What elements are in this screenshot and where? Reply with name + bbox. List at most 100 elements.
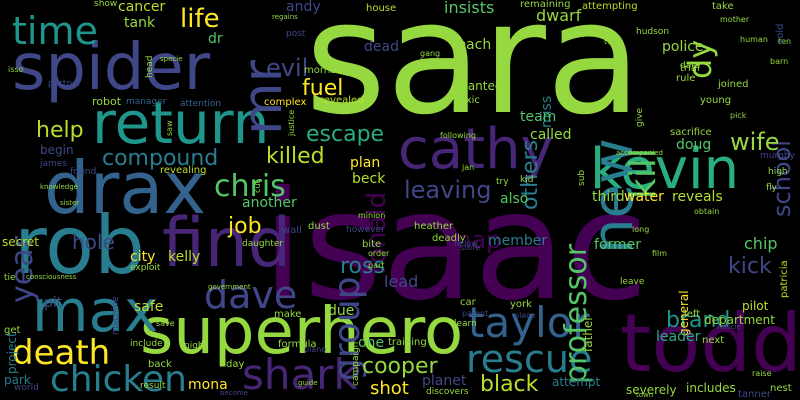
word-knowledge: knowledge [40,183,78,191]
word-tank: tank [124,15,156,31]
word-part: part [368,261,385,270]
word-hall: hall [420,57,435,66]
word-shot: shot [370,378,409,399]
word-rule: rule [676,73,696,84]
word-world: world [14,383,39,393]
word-save: save [156,319,175,328]
word-called: called [530,127,572,143]
word-begin: begin [40,143,74,157]
word-daughter: daughter [242,239,284,249]
word-tanner: tanner [738,389,771,400]
word-guide: guide [298,379,318,387]
word-hole: hole [72,230,115,254]
word-project: project [5,332,19,374]
word-try: try [496,177,509,187]
word-escape: escape [306,122,385,147]
word-taylor: taylor [468,298,590,347]
word-help: help [36,118,84,143]
word-revealed: revealed [320,95,364,106]
word-map: map [448,226,502,254]
word-team: team [520,109,557,125]
word-sister: sister [60,199,80,207]
word-post: post [286,29,306,39]
word-vehicle: vehicle [716,323,741,331]
word-chip: chip [744,234,778,253]
word-isso: isso [8,65,24,74]
word-patricia: patricia [779,260,790,298]
word-return: return [92,89,270,157]
word-death: death [12,333,111,373]
word-dead: dead [364,39,399,55]
word-led: led [420,27,433,36]
word-wanted: wanted [458,79,503,93]
word-third: third [592,189,625,205]
word-park: park [4,373,31,387]
word-pilot: pilot [742,299,769,313]
word-machine: machine [111,296,121,335]
word-time: time [12,9,98,53]
word-town: town [636,391,654,399]
word-includes: includes [686,381,736,395]
word-plan: plan [350,155,381,171]
word-ten: ten [778,37,792,46]
word-learn: learn [454,319,477,329]
word-young: young [700,95,732,106]
word-barn: barn [770,57,789,66]
word-jan: jan [462,163,475,172]
word-fellow: fellow [454,239,478,248]
word-kid: kid [520,175,534,185]
word-black: black [480,372,539,397]
word-make: make [274,309,302,320]
word-next: next [702,335,725,346]
word-partner: partner [48,79,82,89]
word-take: take [712,1,734,12]
word-leaving: leaving [404,176,492,204]
word-andy: andy [286,0,321,15]
word-doug: doug [676,137,712,153]
word-reach: reach [452,37,492,53]
word-secret: secret [2,235,39,249]
word-include: include [130,339,163,349]
word-kill: chris [214,169,286,204]
word-leave: leave [620,277,645,287]
word-sub: sub [577,169,587,186]
word-job: job [228,214,262,239]
word-revealing: revealing [160,165,207,176]
word-dr: dr [208,31,223,47]
word-chris: professor [559,243,594,384]
word-morris: morris [304,65,336,76]
word-high: high [768,167,788,177]
word-wife: wife [730,128,780,156]
word-city: city [130,249,156,265]
word-consciousness: consciousness [26,273,77,281]
word-exploit: exploit [130,263,161,273]
word-mona: mona [188,377,228,393]
word-following: following [440,131,476,140]
word-remaining: remaining [520,0,571,10]
word-house: house [366,3,397,14]
word-store: store [460,243,481,252]
word-due: due [328,303,355,319]
word-result: result [140,381,166,391]
word-evil: evil [266,54,309,82]
word-become: become [220,389,249,397]
word-manager: manager [126,97,167,107]
word-plane: plane [304,345,327,354]
word-order: order [368,249,390,258]
word-also: also [500,191,529,207]
word-cancer: cancer [118,0,166,15]
word-training: training [388,337,427,348]
word-cooper: cooper [362,354,438,379]
word-night: night [184,341,208,351]
word-data: data [680,61,701,71]
word-lead: lead [384,272,419,291]
word-back: back [148,359,172,370]
word-rescue: rescue [466,337,593,381]
word-place: place [514,311,536,320]
word-kevin: kevin [590,137,740,202]
word-water: water [624,189,664,205]
word-justice: justice [287,109,296,136]
word-fly: fly [766,183,777,193]
word-minion: minion [358,211,386,220]
word-beck: beck [352,171,386,187]
